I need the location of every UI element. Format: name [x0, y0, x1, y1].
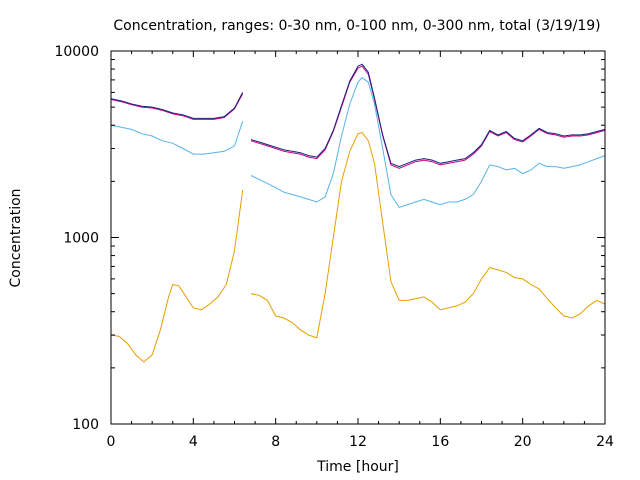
- tick-layer: 0 4 8 12 16 20 24 100 1000 10000: [54, 44, 614, 450]
- y-tick-label: 10000: [54, 44, 99, 60]
- chart-title: Concentration, ranges: 0-30 nm, 0-100 nm…: [113, 18, 600, 34]
- series-line-3: [110, 65, 606, 169]
- x-tick-label: 12: [349, 434, 367, 450]
- y-axis-label: Concentration: [8, 188, 24, 287]
- y-tick-label: 1000: [63, 231, 99, 247]
- x-tick-label: 4: [189, 434, 198, 450]
- x-tick-label: 8: [271, 434, 280, 450]
- series-line-1: [110, 132, 606, 363]
- series-layer: [110, 63, 606, 363]
- x-tick-label: 24: [596, 434, 614, 450]
- x-tick-label: 16: [431, 434, 449, 450]
- y-tick-label: 100: [72, 417, 99, 433]
- x-axis-label: Time [hour]: [316, 459, 399, 475]
- x-tick-label: 0: [107, 434, 116, 450]
- x-tick-label: 20: [514, 434, 532, 450]
- series-line-4: [110, 63, 606, 168]
- series-line-2: [110, 76, 606, 208]
